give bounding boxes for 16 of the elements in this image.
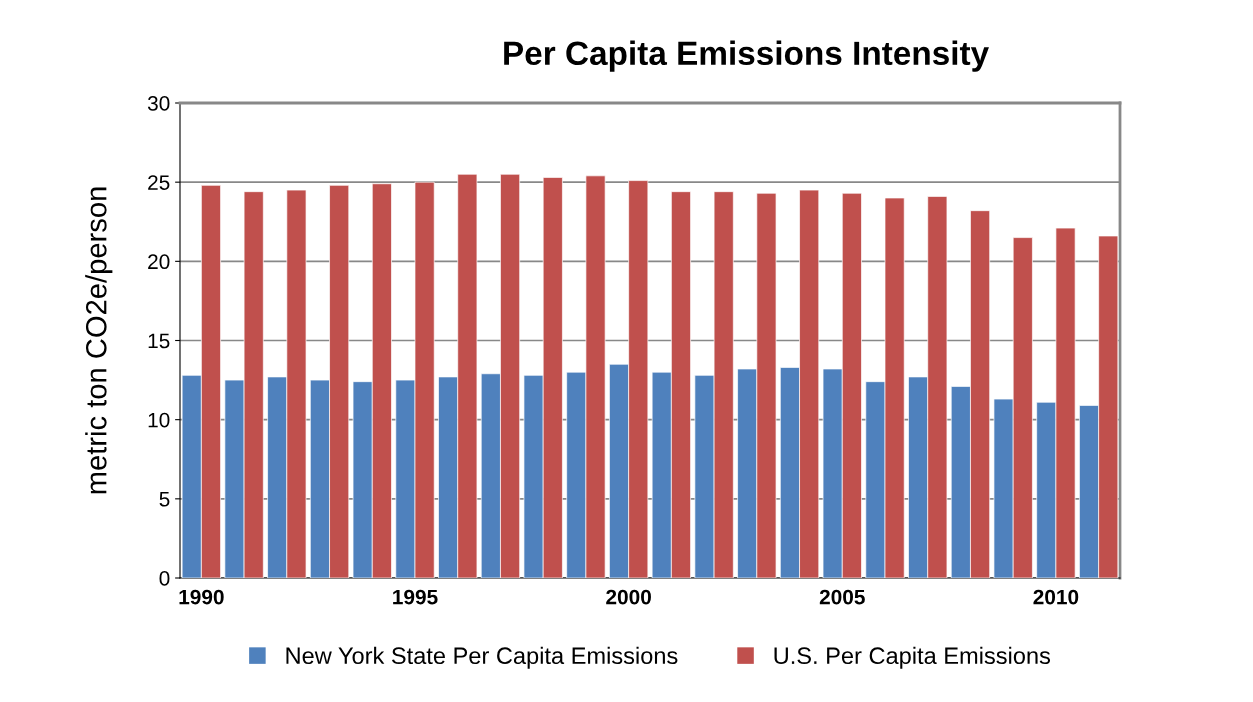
y-tick-label: 25 bbox=[148, 175, 170, 190]
legend-label: U.S. Per Capita Emissions bbox=[774, 646, 1051, 669]
x-tick-label: 2000 bbox=[606, 589, 651, 605]
legend-label: New York State Per Capita Emissions bbox=[286, 646, 678, 669]
y-tick-label: 10 bbox=[148, 412, 170, 428]
x-tick-label: 1990 bbox=[179, 589, 224, 605]
x-tick-label: 2005 bbox=[819, 589, 865, 605]
x-tick-label: 2010 bbox=[1033, 589, 1079, 605]
y-tick-label: 5 bbox=[159, 492, 170, 507]
y-tick-label: 30 bbox=[147, 96, 170, 111]
chart-title: Per Capita Emissions Intensity bbox=[504, 40, 989, 72]
y-tick-label: 20 bbox=[148, 254, 170, 270]
y-tick-label: 15 bbox=[148, 333, 170, 349]
y-tick-label: 0 bbox=[159, 571, 170, 586]
x-tick-label: 1995 bbox=[393, 589, 438, 605]
y-axis-title: metric ton CO2e/person bbox=[85, 187, 113, 494]
